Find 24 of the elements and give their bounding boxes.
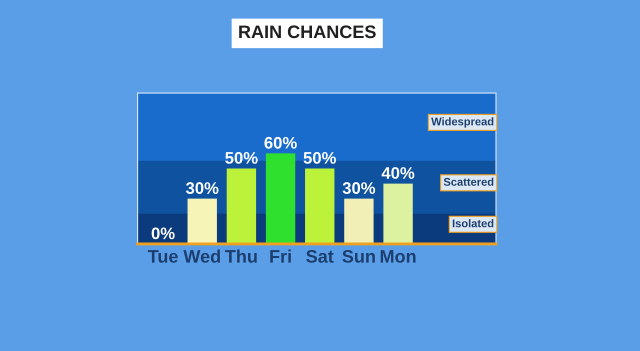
bar (344, 198, 374, 244)
data-label: 50% (304, 152, 336, 164)
chart-title: RAIN CHANCES (239, 25, 376, 38)
bar (383, 184, 413, 244)
bar (226, 168, 256, 244)
data-label: 0% (152, 227, 175, 240)
x-tick-label: Thu (225, 250, 257, 263)
band-label: Widespread (431, 117, 494, 128)
data-label: 30% (342, 182, 376, 194)
x-tick-label: Sun (342, 250, 375, 263)
x-tick-label: Fri (270, 250, 291, 263)
x-tick-label: Tue (148, 250, 178, 263)
data-label: 50% (225, 152, 258, 164)
band-label: Isolated (452, 219, 494, 228)
x-tick-label: Mon (380, 250, 416, 263)
x-tick-label: Sat (306, 250, 334, 263)
x-tick-label: Wed (183, 250, 220, 263)
bar (266, 153, 296, 244)
band-label: Scattered (444, 178, 494, 186)
bar (305, 168, 334, 244)
data-label: 60% (264, 136, 297, 149)
data-label: 40% (382, 167, 414, 179)
bar (188, 198, 217, 244)
data-label: 30% (186, 182, 218, 194)
